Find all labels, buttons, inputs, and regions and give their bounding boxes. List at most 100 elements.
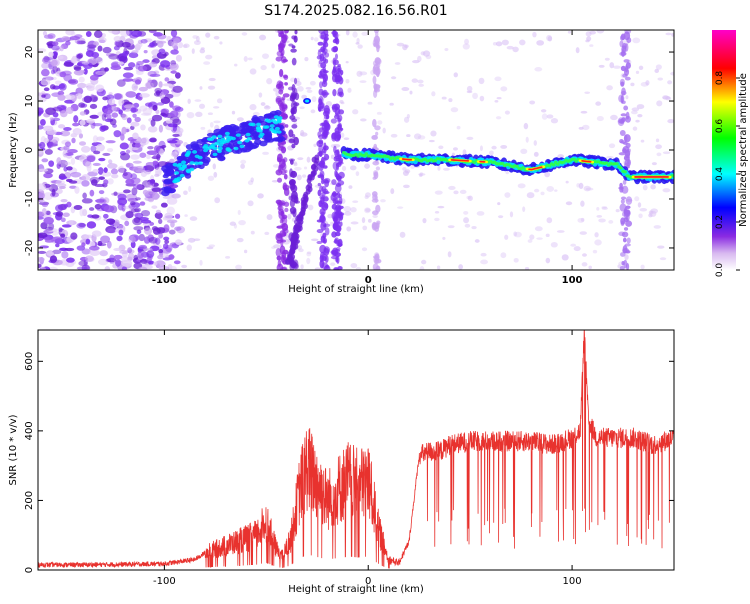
spectrogram-cell xyxy=(44,236,50,241)
spectrogram-cell xyxy=(311,238,319,242)
spectrogram-cell xyxy=(462,149,467,156)
spectrogram-cell xyxy=(119,142,129,150)
spectrogram-cell xyxy=(546,185,555,192)
spectrogram-cell xyxy=(78,102,86,108)
spectrogram-cell xyxy=(62,150,68,158)
spectrogram-cell xyxy=(271,137,282,142)
spectrogram-cell xyxy=(149,137,157,143)
spectrogram-cell xyxy=(158,233,164,239)
spectrogram-cell xyxy=(323,265,331,270)
spectrogram-cell xyxy=(335,210,340,219)
spectrogram-cell xyxy=(252,111,260,117)
spectrogram-cell xyxy=(52,51,58,57)
spectrogram-cell xyxy=(648,213,653,218)
spectrogram-cell xyxy=(235,133,241,137)
spectrogram-cell xyxy=(188,185,192,192)
spectrogram-cell xyxy=(76,54,83,59)
spectrogram-cell xyxy=(168,254,175,260)
spectrogram-cell xyxy=(276,50,283,57)
spectrogram-cell xyxy=(331,231,337,238)
spectrogram-cell xyxy=(41,158,49,163)
spectrogram-cell xyxy=(551,163,556,167)
spectrogram-cell xyxy=(55,211,64,217)
spectrogram-cell xyxy=(390,76,397,80)
spectrogram-cell xyxy=(116,235,123,242)
snr-x-tick-label: 0 xyxy=(365,576,371,587)
spectrogram-cell xyxy=(280,169,286,176)
spectrogram-cell xyxy=(314,154,320,161)
spectrogram-x-tick-label: 100 xyxy=(562,275,583,286)
spectrogram-cell xyxy=(79,119,86,126)
spectrogram-cell xyxy=(310,36,314,41)
spectrogram-cell xyxy=(389,102,394,106)
spectrogram-cell xyxy=(606,85,613,91)
spectrogram-cell xyxy=(174,106,184,112)
spectrogram-cell xyxy=(58,83,66,89)
spectrogram-cell xyxy=(406,134,411,138)
spectrogram-cell xyxy=(302,174,307,178)
spectrogram-cell xyxy=(166,197,178,205)
spectrogram-cell xyxy=(74,186,80,194)
spectrogram-cell xyxy=(58,227,63,233)
spectrogram-cell xyxy=(48,266,59,270)
spectrogram-cell xyxy=(263,113,272,120)
spectrogram-cell xyxy=(324,203,329,209)
spectrogram-cell xyxy=(594,239,602,246)
spectrogram-cell xyxy=(374,125,381,131)
spectrogram-cell xyxy=(623,134,631,143)
snr-frame xyxy=(37,329,675,571)
spectrogram-cell xyxy=(98,176,105,180)
spectrogram-cell xyxy=(209,121,214,128)
spectrogram-cell xyxy=(131,30,143,38)
spectrogram-cell xyxy=(88,245,100,251)
spectrogram-cell xyxy=(274,126,280,131)
spectrogram-x-tick-label: -100 xyxy=(152,275,177,286)
spectrogram-cell xyxy=(275,232,283,242)
spectrogram-cell xyxy=(266,78,273,85)
spectrogram-cell xyxy=(356,37,360,44)
spectrogram-cell xyxy=(134,116,141,123)
spectrogram-cell xyxy=(584,91,591,94)
spectrogram-cell xyxy=(191,48,195,54)
spectrogram-cell xyxy=(214,141,220,146)
spectrogram-cell xyxy=(601,207,608,210)
spectrogram-y-tick-label: 20 xyxy=(24,46,35,59)
spectrogram-cell xyxy=(313,143,317,147)
spectrogram-cell xyxy=(332,30,337,38)
spectrogram-cell xyxy=(418,173,426,176)
spectrogram-cell xyxy=(625,250,631,254)
spectrogram-cell xyxy=(86,155,96,163)
spectrogram-cell xyxy=(273,87,279,92)
spectrogram-cell xyxy=(492,41,497,46)
spectrogram-cell xyxy=(322,50,327,56)
spectrogram-cell xyxy=(442,236,446,240)
spectrogram-cell xyxy=(500,252,507,259)
snr-y-label: SNR (10 * v/v) xyxy=(8,414,19,485)
spectrogram-cell xyxy=(92,122,103,127)
spectrogram-cell xyxy=(331,68,338,77)
spectrogram-cell xyxy=(89,103,98,109)
spectrogram-cell xyxy=(657,77,663,81)
spectrogram-cell xyxy=(357,44,363,49)
spectrogram-cell xyxy=(120,153,131,161)
spectrogram-cell xyxy=(480,252,487,257)
spectrogram-cell xyxy=(621,231,629,238)
spectrogram-cell xyxy=(667,80,673,85)
spectrogram-cell xyxy=(596,207,600,211)
spectrogram-cell xyxy=(479,95,485,102)
spectrogram-cell xyxy=(154,260,166,268)
snr-y-ticks: 0 200 400 600 xyxy=(24,352,674,573)
spectrogram-cell xyxy=(613,65,621,69)
spectrogram-cell xyxy=(606,156,614,159)
spectrogram-cell xyxy=(337,117,341,123)
spectrogram-cell xyxy=(322,188,329,194)
spectrogram-cell xyxy=(107,30,119,34)
spectrogram-cell xyxy=(70,171,82,178)
spectrogram-cell xyxy=(128,62,136,68)
spectrogram-cell xyxy=(207,85,216,90)
spectrogram-cell xyxy=(117,197,128,206)
spectrogram-cell xyxy=(546,217,553,224)
spectrogram-cell xyxy=(102,46,112,54)
spectrogram-cell xyxy=(103,213,109,219)
spectrogram-cell xyxy=(164,239,170,244)
